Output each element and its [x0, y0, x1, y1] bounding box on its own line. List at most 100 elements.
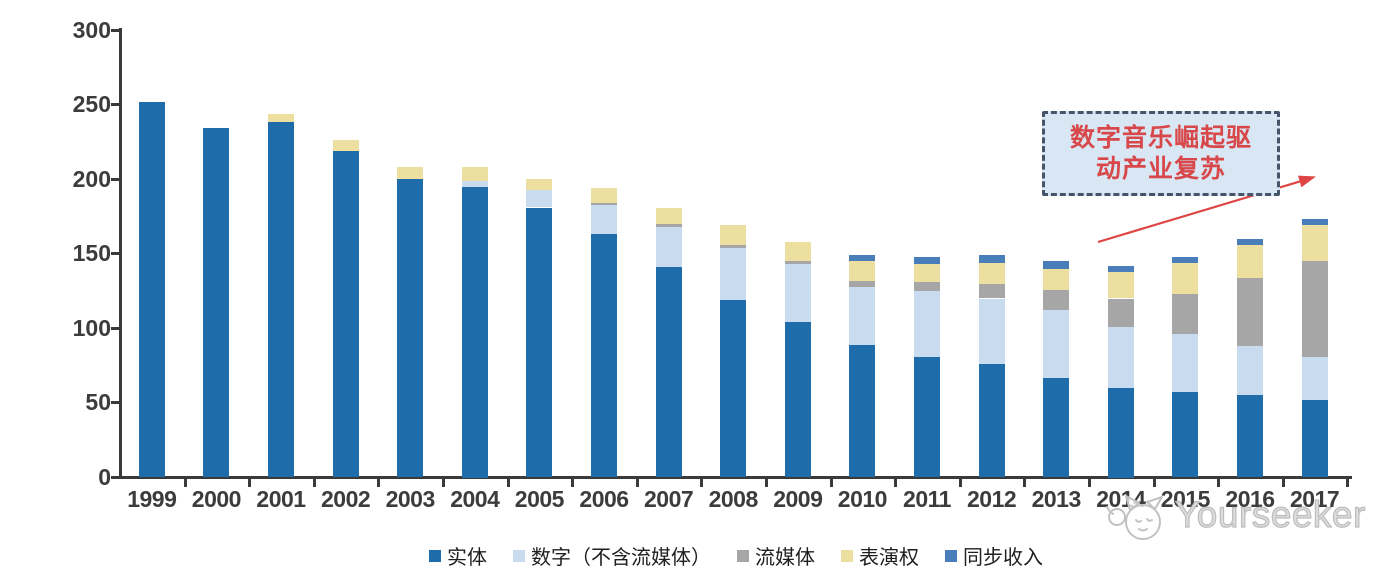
x-tick-label: 2017: [1290, 486, 1340, 512]
legend-item: 数字（不含流媒体）: [513, 541, 711, 570]
annotation-callout: 数字音乐崛起驱 动产业复苏: [1042, 111, 1280, 196]
bar-segment: [1172, 294, 1199, 335]
bar-segment: [1043, 310, 1070, 378]
x-tick-mark: [1023, 478, 1027, 487]
x-axis: [119, 476, 1352, 479]
x-tick-label: 2003: [385, 486, 436, 512]
x-tick-mark: [442, 478, 445, 487]
bar-segment: [1237, 277, 1263, 347]
legend-label: 流媒体: [755, 547, 815, 569]
bar-segment: [849, 261, 876, 281]
bar-segment: [397, 167, 424, 180]
bar-segment: [526, 179, 553, 190]
bar-segment: [1172, 334, 1199, 393]
x-tick-label: 2011: [903, 486, 951, 512]
y-tick-label: 0: [98, 464, 111, 490]
bar-segment: [1237, 346, 1263, 396]
bar-segment: [784, 241, 811, 262]
y-tick-label: 50: [85, 389, 111, 416]
bar-segment: [914, 264, 940, 283]
y-tick-label: 300: [72, 16, 111, 43]
bar-segment: [138, 101, 165, 478]
y-tick-label: 150: [72, 240, 111, 267]
x-tick-mark: [571, 478, 575, 487]
x-tick-label: 2012: [967, 486, 1017, 512]
bar-segment: [720, 225, 747, 245]
x-tick-mark: [377, 478, 381, 487]
x-tick-label: 2004: [450, 486, 500, 512]
bar-segment: [1107, 388, 1134, 478]
y-tick-mark: [111, 476, 120, 479]
bar-segment: [1301, 399, 1328, 478]
bar-segment: [655, 207, 682, 224]
x-tick-label: 2007: [644, 486, 694, 512]
bar-segment: [1301, 261, 1328, 357]
bar-segment: [591, 234, 617, 478]
x-tick-mark: [700, 478, 704, 487]
bar-segment: [784, 264, 811, 323]
bar-segment: [591, 204, 617, 235]
bar-segment: [526, 207, 553, 478]
x-tick-mark: [635, 478, 639, 487]
legend-swatch: [945, 549, 957, 562]
x-tick-label: 2002: [321, 486, 371, 512]
y-tick-label: 200: [72, 165, 111, 192]
y-tick-mark: [111, 252, 120, 256]
bar-segment: [914, 256, 940, 265]
bar-segment: [461, 186, 488, 478]
y-tick-label: 250: [72, 91, 111, 118]
bar-segment: [978, 283, 1005, 299]
x-tick-label: 1999: [127, 486, 177, 512]
legend-swatch: [513, 549, 525, 562]
bar-segment: [978, 262, 1005, 284]
bar-segment: [1107, 298, 1134, 327]
bar-segment: [784, 322, 811, 478]
x-tick-label: 2009: [773, 486, 823, 512]
bar-segment: [1301, 356, 1328, 400]
legend-swatch: [737, 549, 749, 562]
bar-segment: [655, 267, 682, 478]
x-tick-label: 2005: [514, 486, 565, 512]
bar-segment: [397, 179, 424, 478]
bar-segment: [526, 189, 553, 208]
y-tick-mark: [111, 177, 120, 181]
bar-segment: [591, 188, 617, 204]
legend-swatch: [429, 549, 441, 562]
bar-segment: [1107, 265, 1134, 272]
bar-segment: [461, 167, 488, 181]
x-tick-label: 2000: [191, 486, 242, 512]
x-tick-mark: [1152, 478, 1156, 487]
bar-segment: [332, 140, 359, 151]
legend-label: 数字（不含流媒体）: [531, 547, 711, 569]
legend-label: 实体: [447, 547, 487, 569]
legend-label: 表演权: [859, 547, 919, 569]
bar-segment: [655, 226, 682, 268]
x-tick-label: 2015: [1160, 486, 1211, 512]
watermark: Yourseeker: [1103, 490, 1366, 546]
bar-segment: [914, 282, 940, 292]
bar-segment: [849, 280, 876, 287]
y-tick-label: 100: [72, 314, 111, 341]
x-tick-mark: [312, 478, 316, 487]
bar-segment: [978, 298, 1005, 365]
bar-segment: [1107, 271, 1134, 299]
x-tick-mark: [1088, 478, 1091, 487]
bar-segment: [1301, 219, 1328, 226]
x-tick-label: 2013: [1031, 486, 1082, 512]
cat-logo-icon: [1106, 495, 1163, 540]
x-tick-label: 2016: [1225, 486, 1275, 512]
x-tick-label: 2006: [579, 486, 629, 512]
bar-segment: [1172, 256, 1199, 263]
bar-segment: [849, 286, 876, 345]
bar-segment: [1043, 268, 1070, 290]
bar-segment: [720, 247, 747, 300]
bar-segment: [978, 364, 1005, 478]
bar-segment: [1237, 238, 1263, 245]
x-tick-mark: [183, 478, 187, 487]
bar-segment: [1043, 377, 1070, 478]
bar-segment: [720, 299, 747, 478]
bar-segment: [978, 255, 1005, 263]
bar-segment: [784, 261, 811, 265]
y-tick-mark: [111, 401, 120, 405]
